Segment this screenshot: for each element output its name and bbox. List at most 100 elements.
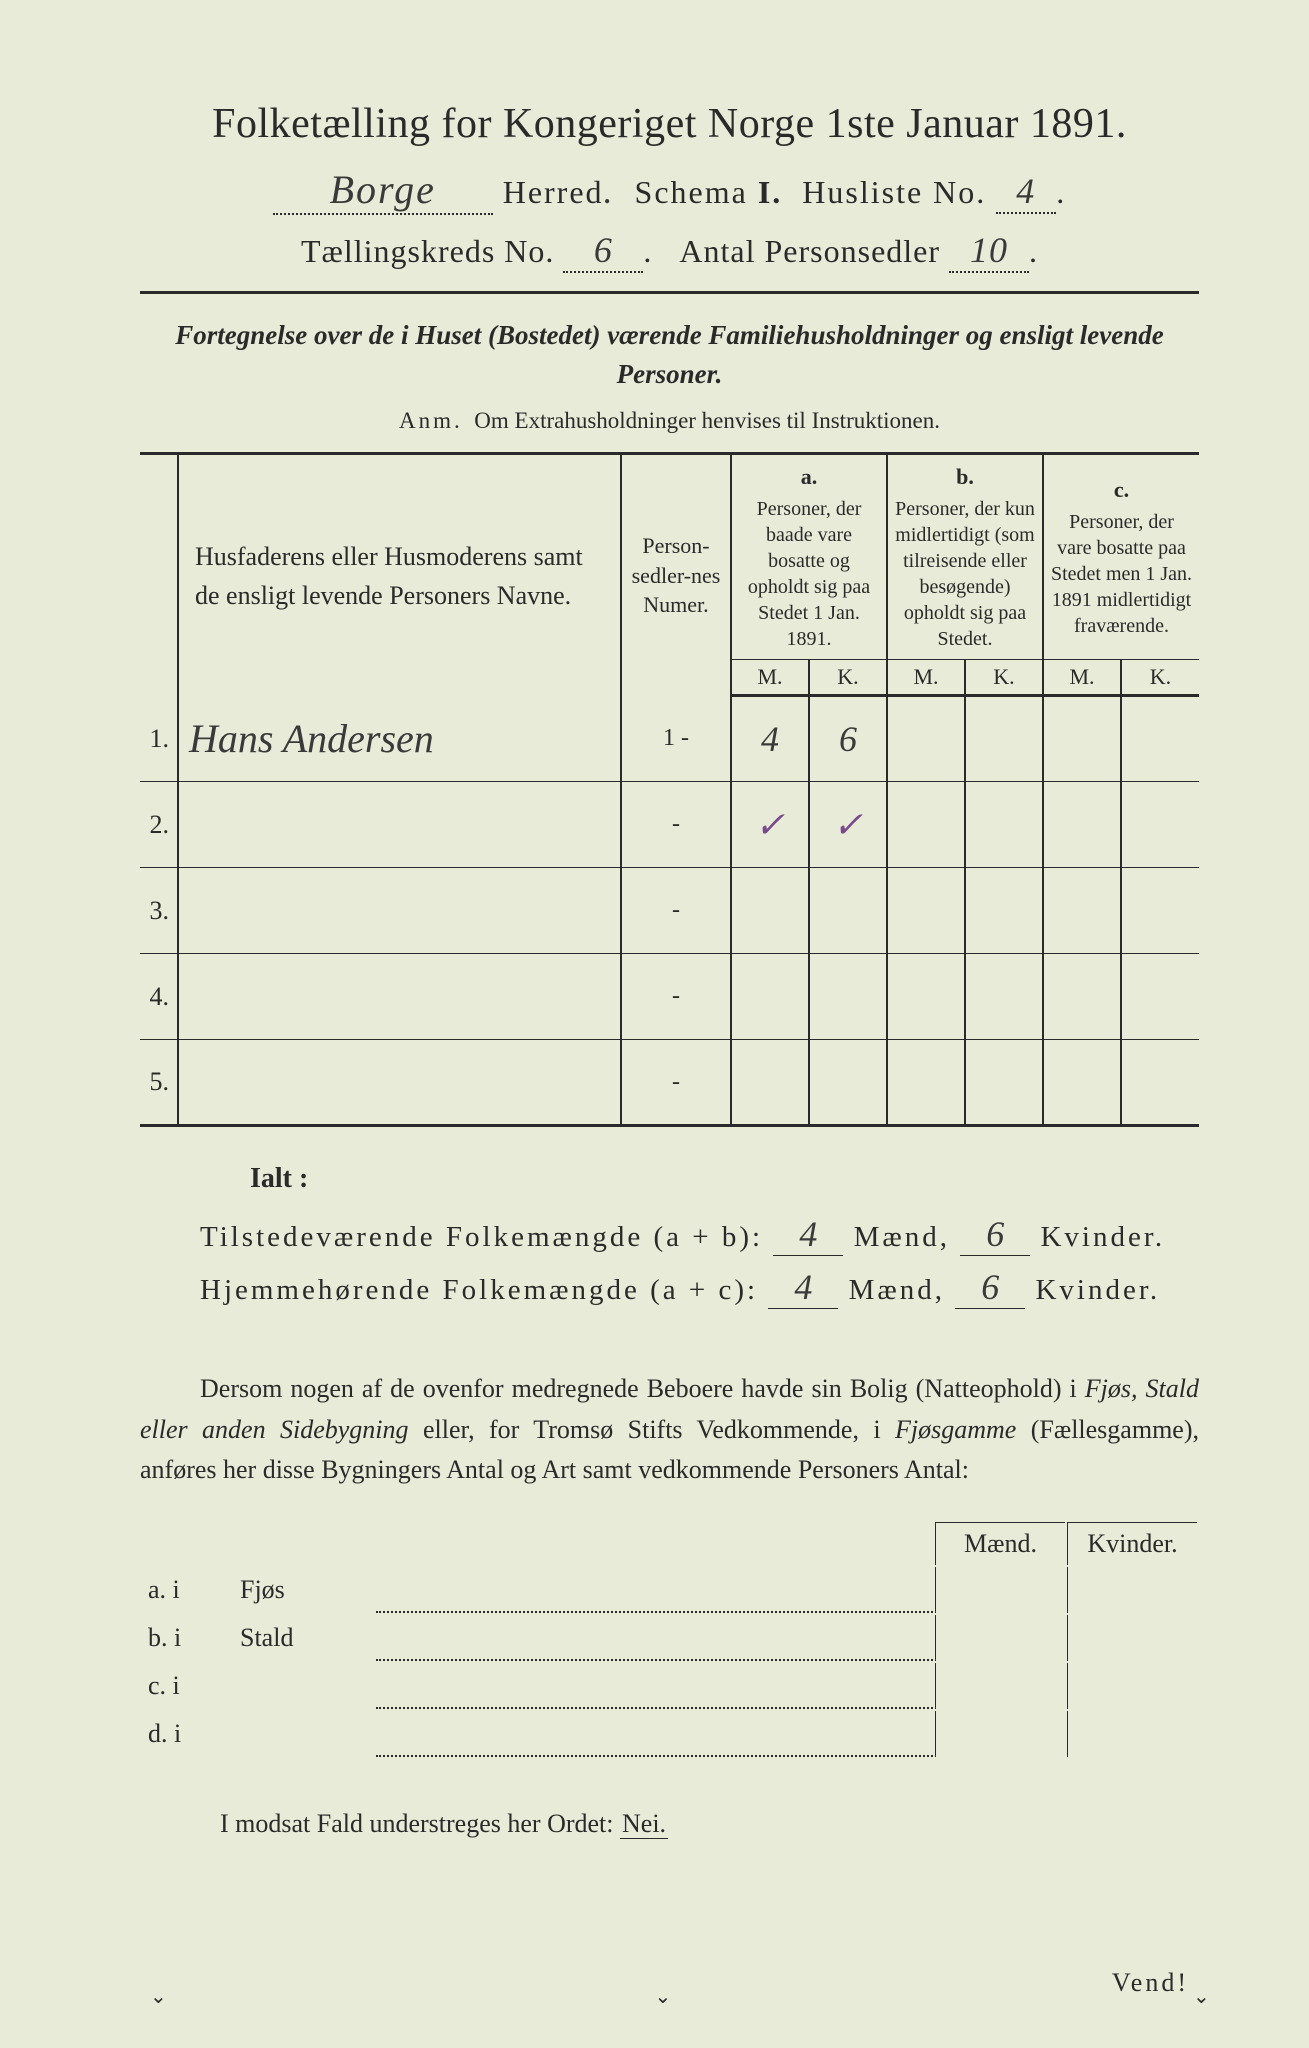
kreds-value: 6: [563, 229, 643, 273]
a-k-cell: [809, 954, 887, 1040]
anm-label: Anm.: [399, 408, 463, 433]
schema-value: I.: [758, 174, 782, 210]
col-b-m: M.: [887, 660, 965, 696]
sub-hdr-k: Kvinder.: [1067, 1522, 1197, 1565]
sub-row-k: [1067, 1567, 1197, 1613]
b-m-cell: [887, 696, 965, 782]
c-m-cell: [1043, 782, 1121, 868]
c-m-cell: [1043, 954, 1121, 1040]
row-number: 2.: [140, 782, 178, 868]
sub-row-m: [935, 1711, 1065, 1757]
num-cell: -: [621, 954, 731, 1040]
b-k-cell: [965, 868, 1043, 954]
schema-label: Schema: [635, 174, 748, 210]
husliste-value: 4: [996, 170, 1056, 214]
paragraph: Dersom nogen af de ovenfor medregnede Be…: [140, 1369, 1199, 1490]
col-group-a: a. Personer, der baade vare bosatte og o…: [731, 454, 887, 660]
a-m-cell: ✓: [731, 782, 809, 868]
b-k-cell: [965, 954, 1043, 1040]
b-m-cell: [887, 954, 965, 1040]
c-m-cell: [1043, 868, 1121, 954]
sub-row-dots: [376, 1711, 933, 1757]
herred-value: Borge: [273, 166, 493, 215]
sub-row-k: [1067, 1663, 1197, 1709]
c-m-cell: [1043, 696, 1121, 782]
b-k-cell: [965, 782, 1043, 868]
total-ab-m: 4: [773, 1213, 843, 1256]
sub-row-m: [935, 1663, 1065, 1709]
totals-line-1: Tilstedeværende Folkemængde (a + b): 4 M…: [200, 1213, 1199, 1256]
page-title: Folketælling for Kongeriget Norge 1ste J…: [140, 100, 1199, 148]
sub-row-k: [1067, 1615, 1197, 1661]
pin-icon: ⌄: [150, 1984, 166, 2000]
b-k-cell: [965, 1040, 1043, 1126]
antal-value: 10: [949, 229, 1029, 273]
totals-line-2: Hjemmehørende Folkemængde (a + c): 4 Mæn…: [200, 1266, 1199, 1309]
sub-row-dots: [376, 1663, 933, 1709]
c-k-cell: [1121, 782, 1199, 868]
c-m-cell: [1043, 1040, 1121, 1126]
sub-row-name: Fjøs: [234, 1567, 374, 1613]
num-cell: -: [621, 1040, 731, 1126]
sub-row: a. iFjøs: [142, 1567, 1197, 1613]
antal-label: Antal Personsedler: [679, 233, 940, 269]
table-row: 3.-: [140, 868, 1199, 954]
anm-line: Anm. Om Extrahusholdninger henvises til …: [140, 408, 1199, 434]
row-number: 4.: [140, 954, 178, 1040]
a-k-cell: [809, 868, 887, 954]
sub-row-name: Stald: [234, 1615, 374, 1661]
a-k-cell: ✓: [809, 782, 887, 868]
header-line-3: Tællingskreds No. 6. Antal Personsedler …: [140, 229, 1199, 273]
pin-icon: ⌄: [655, 1984, 671, 2000]
sub-row-name: [234, 1663, 374, 1709]
col-group-b: b. Personer, der kun midlertidigt (som t…: [887, 454, 1043, 660]
sub-hdr-m: Mænd.: [935, 1522, 1065, 1565]
c-k-cell: [1121, 954, 1199, 1040]
c-k-cell: [1121, 696, 1199, 782]
census-form-page: Folketælling for Kongeriget Norge 1ste J…: [0, 0, 1309, 2048]
modsat-line: I modsat Fald understreges her Ordet: Ne…: [220, 1809, 1199, 1839]
col-header-num: Person-sedler-nes Numer.: [621, 454, 731, 696]
vend-label: Vend!: [1112, 1968, 1189, 1998]
sub-row-m: [935, 1615, 1065, 1661]
kreds-label: Tællingskreds No.: [301, 233, 554, 269]
a-m-cell: 4: [731, 696, 809, 782]
husliste-label: Husliste No.: [802, 174, 986, 210]
b-m-cell: [887, 1040, 965, 1126]
col-c-m: M.: [1043, 660, 1121, 696]
num-cell: 1 -: [621, 696, 731, 782]
sub-row: d. i: [142, 1711, 1197, 1757]
table-row: 2.-✓✓: [140, 782, 1199, 868]
col-header-names: Husfaderens eller Husmoderens samt de en…: [178, 454, 621, 696]
herred-label: Herred.: [503, 174, 615, 210]
sub-row-dots: [376, 1567, 933, 1613]
table-row: 5. -: [140, 1040, 1199, 1126]
b-m-cell: [887, 782, 965, 868]
anm-text: Om Extrahusholdninger henvises til Instr…: [474, 408, 940, 433]
subtitle: Fortegnelse over de i Huset (Bostedet) v…: [140, 316, 1199, 394]
name-cell: Hans Andersen: [178, 696, 621, 782]
ialt-label: Ialt :: [250, 1163, 1199, 1195]
a-m-cell: [731, 954, 809, 1040]
header-line-2: Borge Herred. Schema I. Husliste No. 4.: [140, 166, 1199, 215]
table-row: 1.Hans Andersen1 -46: [140, 696, 1199, 782]
c-k-cell: [1121, 868, 1199, 954]
name-cell: [178, 782, 621, 868]
sub-row-name: [234, 1711, 374, 1757]
col-a-k: K.: [809, 660, 887, 696]
sub-row-lbl: a. i: [142, 1567, 232, 1613]
name-cell: [178, 954, 621, 1040]
total-ac-m: 4: [768, 1266, 838, 1309]
table-row: 4. -: [140, 954, 1199, 1040]
sub-table: Mænd. Kvinder. a. iFjøsb. iStaldc. id. i: [140, 1520, 1199, 1759]
sub-row: c. i: [142, 1663, 1197, 1709]
sub-row: b. iStald: [142, 1615, 1197, 1661]
sub-row-k: [1067, 1711, 1197, 1757]
pin-icon: ⌄: [1193, 1984, 1209, 2000]
row-number: 5.: [140, 1040, 178, 1126]
sub-row-lbl: d. i: [142, 1711, 232, 1757]
col-a-m: M.: [731, 660, 809, 696]
sub-row-dots: [376, 1615, 933, 1661]
divider: [140, 291, 1199, 294]
a-k-cell: 6: [809, 696, 887, 782]
